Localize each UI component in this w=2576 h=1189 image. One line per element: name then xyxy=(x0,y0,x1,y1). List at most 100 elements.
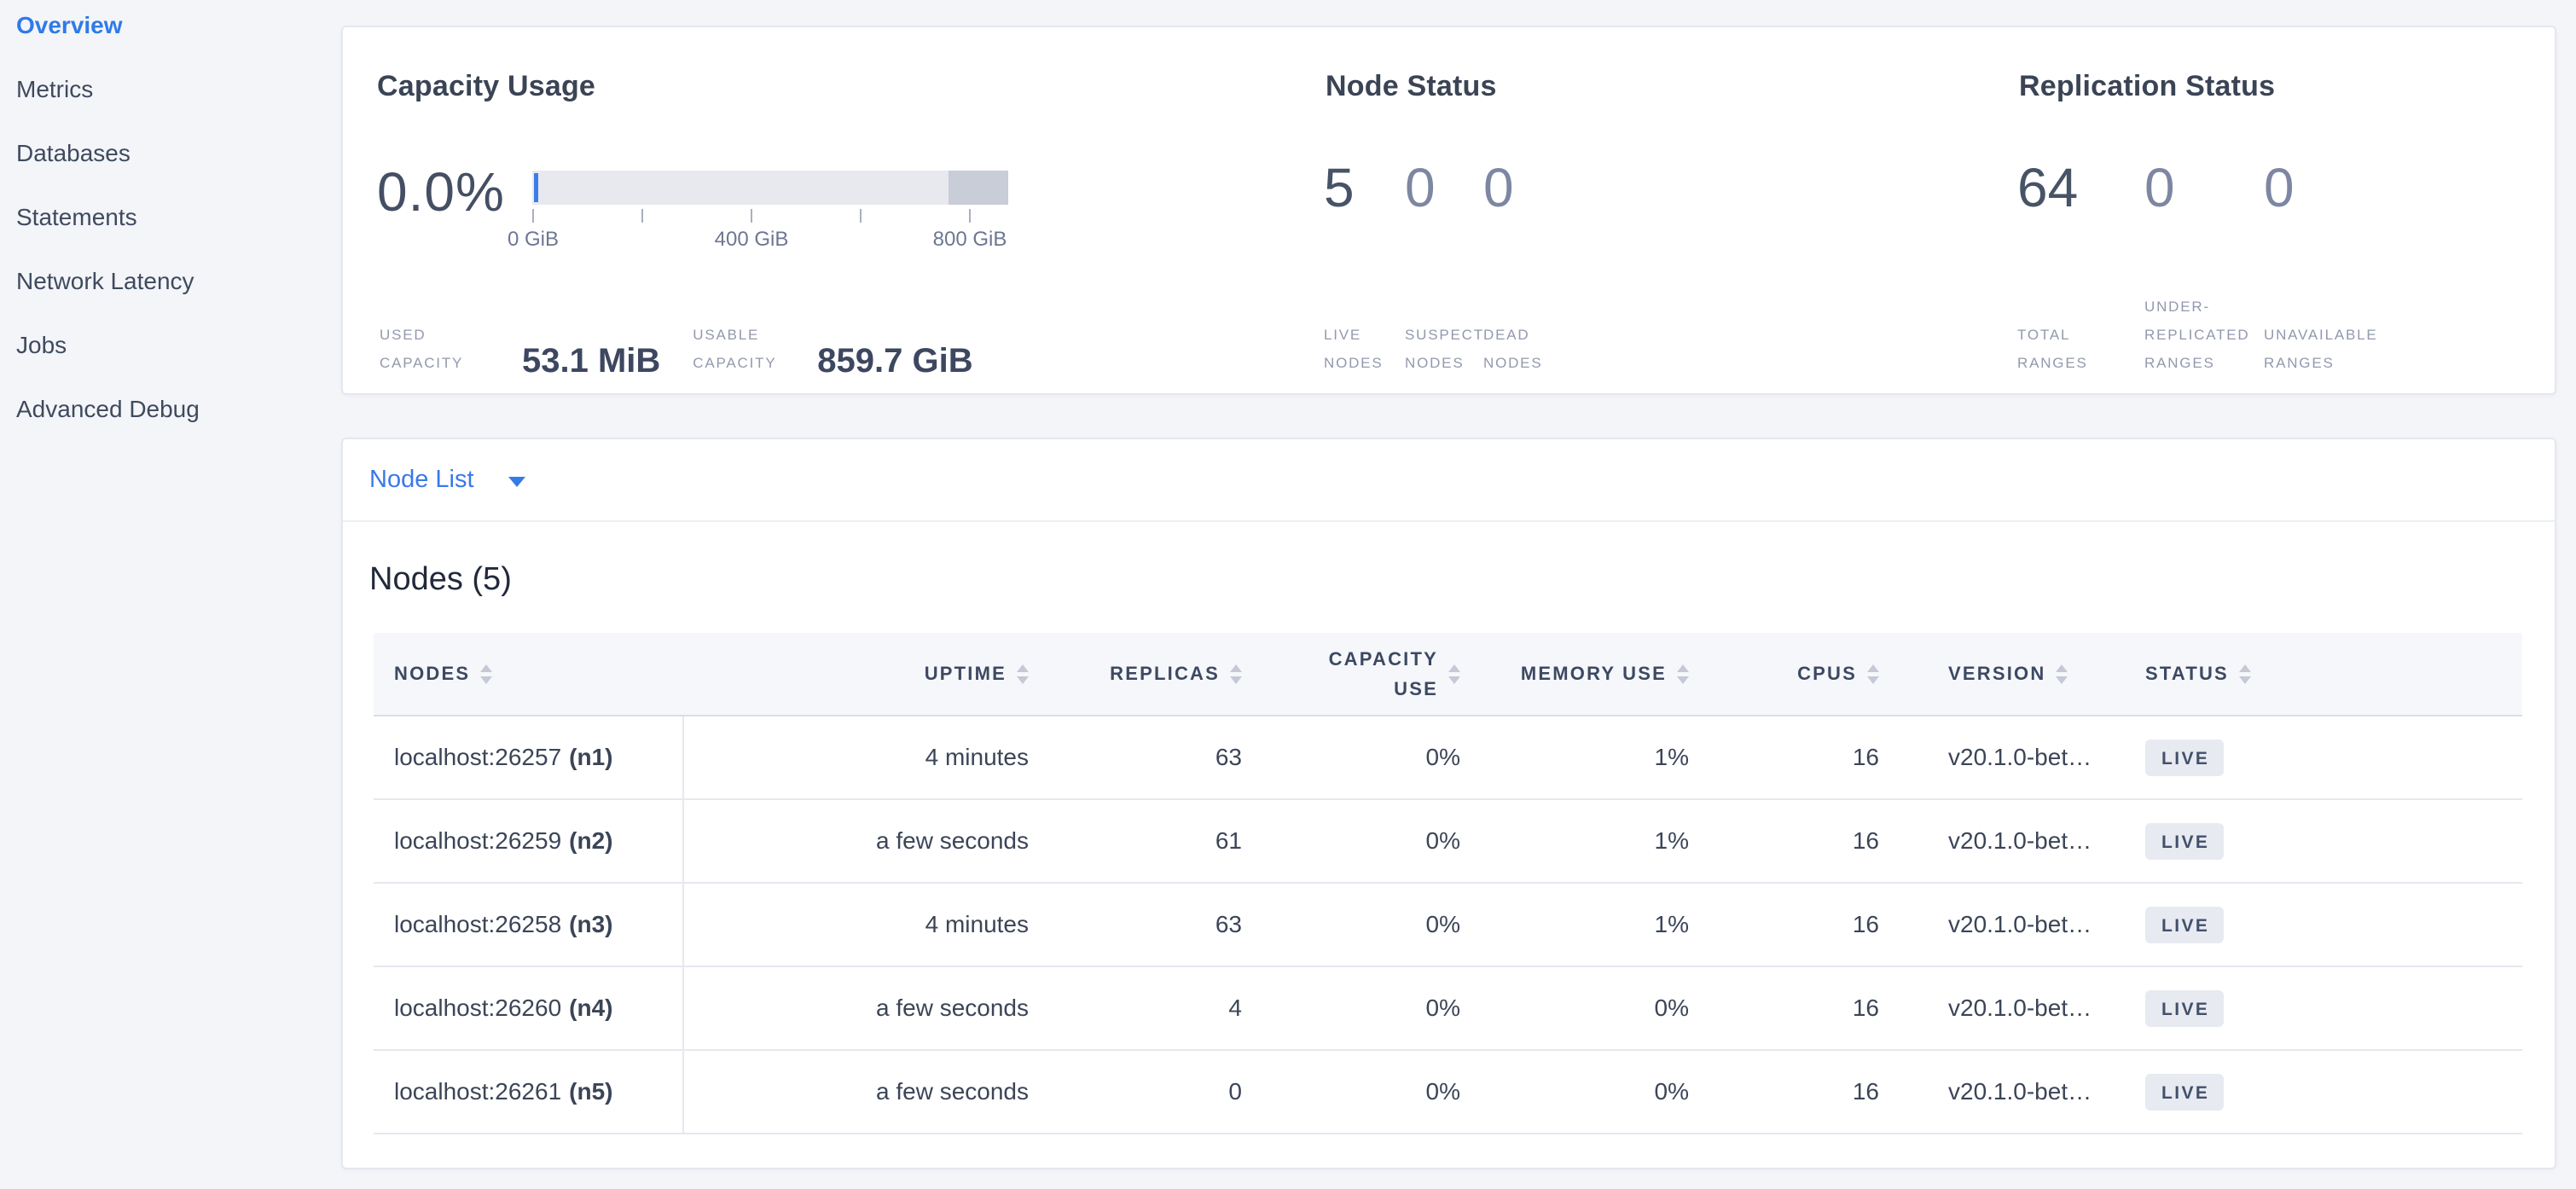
axis-label-0gib: 0 GiB xyxy=(507,228,560,251)
nodes-card: Node List Nodes (5) NODES UPTIME REPLICA… xyxy=(341,438,2556,1169)
column-header-memory-use[interactable]: MEMORY USE xyxy=(1460,633,1689,715)
sort-icon xyxy=(2238,664,2251,684)
uptime-cell: 4 minutes xyxy=(925,911,1029,937)
memory-use-cell: 0% xyxy=(1654,1078,1689,1105)
column-header-uptime[interactable]: UPTIME xyxy=(684,633,1029,715)
column-label: REPLICAS xyxy=(1110,663,1220,684)
node-id: (n1) xyxy=(569,744,613,770)
capacity-bar-chart: 0 GiB 400 GiB 800 GiB xyxy=(508,171,1008,255)
node-list-dropdown[interactable]: Node List xyxy=(343,439,2555,522)
capacity-use-cell: 0% xyxy=(1425,744,1460,770)
node-list-dropdown-label: Node List xyxy=(369,466,474,493)
suspect-nodes-stat: 0 SUSPECT NODES xyxy=(1405,160,1485,377)
sort-icon xyxy=(480,664,493,684)
dead-nodes-value: 0 xyxy=(1483,157,1514,218)
axis-tick xyxy=(751,209,752,223)
node-cell[interactable]: localhost:26257 (n1) xyxy=(374,716,684,798)
under-replicated-ranges-label: UNDER-REPLICATED RANGES xyxy=(2144,298,2250,371)
column-label: CPUS xyxy=(1797,663,1857,684)
table-row: localhost:26261 (n5) a few seconds 0 0% … xyxy=(374,1051,2522,1134)
table-row: localhost:26258 (n3) 4 minutes 63 0% 1% … xyxy=(374,884,2522,967)
column-header-status[interactable]: STATUS xyxy=(2145,633,2522,715)
capacity-stats: USED CAPACITY 53.1 MiB USABLE CAPACITY 8… xyxy=(380,321,973,380)
column-label: CAPACITY USE xyxy=(1328,647,1438,699)
node-address: localhost:26260 xyxy=(394,995,562,1021)
live-nodes-stat: 5 LIVE NODES xyxy=(1324,160,1397,377)
cluster-summary-card: Capacity Usage 0.0% 0 GiB 400 GiB 800 Gi… xyxy=(341,26,2556,395)
used-capacity-value: 53.1 MiB xyxy=(522,342,661,380)
version-cell: v20.1.0-bet… xyxy=(1948,911,2092,937)
live-nodes-label: LIVE NODES xyxy=(1324,326,1384,371)
node-id: (n3) xyxy=(569,911,613,937)
memory-use-cell: 1% xyxy=(1654,827,1689,854)
column-label: UPTIME xyxy=(924,663,1007,684)
capacity-bar-track xyxy=(532,171,1008,205)
total-ranges-stat: 64 TOTAL RANGES xyxy=(2017,160,2104,377)
axis-tick xyxy=(969,209,971,223)
under-replicated-ranges-value: 0 xyxy=(2144,157,2175,218)
capacity-axis-ticks xyxy=(532,209,1008,223)
dead-nodes-label: DEAD NODES xyxy=(1483,326,1543,371)
uptime-cell: a few seconds xyxy=(876,827,1029,854)
node-address: localhost:26259 xyxy=(394,827,562,854)
node-cell[interactable]: localhost:26260 (n4) xyxy=(374,967,684,1049)
column-label: VERSION xyxy=(1948,663,2046,684)
live-nodes-value: 5 xyxy=(1324,157,1355,218)
capacity-use-cell: 0% xyxy=(1425,911,1460,937)
column-label: NODES xyxy=(394,663,471,684)
node-status-title: Node Status xyxy=(1326,70,1497,102)
cpus-cell: 16 xyxy=(1852,911,1879,937)
node-id: (n2) xyxy=(569,827,613,854)
sidebar-item-overview[interactable]: Overview xyxy=(16,11,123,38)
cpus-cell: 16 xyxy=(1852,1078,1879,1105)
node-id: (n5) xyxy=(569,1078,613,1105)
status-cell: LIVE xyxy=(2145,967,2522,1049)
column-header-nodes[interactable]: NODES xyxy=(374,633,684,715)
capacity-reserved-segment xyxy=(949,171,1008,205)
sidebar-item-network-latency[interactable]: Network Latency xyxy=(16,267,194,294)
node-cell[interactable]: localhost:26259 (n2) xyxy=(374,800,684,882)
status-badge: LIVE xyxy=(2145,739,2225,776)
dead-nodes-stat: 0 DEAD NODES xyxy=(1483,160,1560,377)
sidebar-item-metrics[interactable]: Metrics xyxy=(16,75,94,102)
nodes-table: NODES UPTIME REPLICAS CAPACITY USE MEMOR… xyxy=(374,633,2522,1134)
column-label: STATUS xyxy=(2145,663,2229,684)
status-cell: LIVE xyxy=(2145,716,2522,798)
unavailable-ranges-label: UNAVAILABLE RANGES xyxy=(2264,326,2378,371)
sort-icon xyxy=(1677,664,1689,684)
column-header-replicas[interactable]: REPLICAS xyxy=(1029,633,1242,715)
node-cell[interactable]: localhost:26261 (n5) xyxy=(374,1051,684,1133)
node-id: (n4) xyxy=(569,995,613,1021)
axis-tick xyxy=(641,209,643,223)
version-cell: v20.1.0-bet… xyxy=(1948,995,2092,1021)
sidebar-item-jobs[interactable]: Jobs xyxy=(16,331,67,358)
sidebar-item-databases[interactable]: Databases xyxy=(16,139,131,166)
capacity-use-cell: 0% xyxy=(1425,827,1460,854)
uptime-cell: a few seconds xyxy=(876,1078,1029,1105)
sort-icon xyxy=(1867,664,1879,684)
memory-use-cell: 1% xyxy=(1654,744,1689,770)
suspect-nodes-label: SUSPECT NODES xyxy=(1405,326,1484,371)
suspect-nodes-value: 0 xyxy=(1405,157,1436,218)
node-address: localhost:26258 xyxy=(394,911,562,937)
capacity-usage-title: Capacity Usage xyxy=(377,70,596,102)
column-header-version[interactable]: VERSION xyxy=(1879,633,2145,715)
status-badge: LIVE xyxy=(2145,906,2225,943)
status-badge: LIVE xyxy=(2145,822,2225,860)
sort-icon xyxy=(1230,664,1242,684)
nodes-table-header: NODES UPTIME REPLICAS CAPACITY USE MEMOR… xyxy=(374,633,2522,716)
node-cell[interactable]: localhost:26258 (n3) xyxy=(374,884,684,966)
usable-capacity-label: USABLE CAPACITY xyxy=(693,327,777,372)
uptime-cell: a few seconds xyxy=(876,995,1029,1021)
table-row: localhost:26260 (n4) a few seconds 4 0% … xyxy=(374,967,2522,1051)
replicas-cell: 61 xyxy=(1215,827,1242,854)
column-header-capacity-use[interactable]: CAPACITY USE xyxy=(1242,633,1460,715)
status-cell: LIVE xyxy=(2145,884,2522,966)
total-ranges-label: TOTAL RANGES xyxy=(2017,326,2088,371)
sort-icon xyxy=(2056,664,2068,684)
sidebar-item-statements[interactable]: Statements xyxy=(16,203,137,230)
column-header-cpus[interactable]: CPUS xyxy=(1689,633,1879,715)
sidebar-item-advanced-debug[interactable]: Advanced Debug xyxy=(16,395,200,422)
caret-down-icon xyxy=(508,477,525,487)
axis-tick xyxy=(860,209,862,223)
